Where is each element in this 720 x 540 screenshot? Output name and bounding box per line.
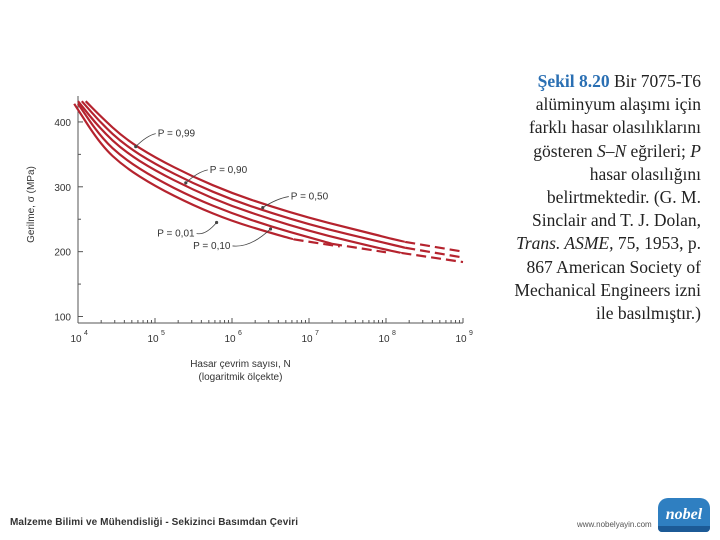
website-link[interactable]: www.nobelyayin.com [577,520,652,529]
y-tick-label: 200 [54,248,71,259]
sn-curve [80,100,406,249]
annotation-leader [185,169,208,184]
x-tick-exponent: 4 [84,330,88,337]
sn-curve [84,100,407,244]
sn-curve-extrapolated [293,238,340,248]
chart-labels: P = 0,99 P = 0,90 P = 0,50 P = 0,01 P = 0,10 [134,129,329,252]
sn-curve-extrapolated [405,240,464,253]
caption-p: P [690,140,701,161]
annotation-leader [262,196,289,208]
sn-curve [77,103,333,245]
annotation-label: P = 0,10 [193,241,231,252]
annotation-arrowhead [215,220,219,225]
x-axis-subtitle: (logaritmik ölçekte) [199,372,283,383]
x-tick-label: 10 [301,334,313,345]
caption-text-3: hasar olasılığını belirtmektedir. (G. M.… [532,163,701,231]
y-tick-label: 100 [54,313,71,324]
x-tick-label: 10 [224,334,236,345]
x-tick-exponent: 7 [315,330,319,337]
x-tick-label: 10 [378,334,390,345]
x-tick-label: 10 [70,334,82,345]
logo-text: nobel [665,506,703,523]
caption-text-1: Bir 7075-T6 alüminyum alaşımı için farkl… [528,71,701,161]
x-tick-exponent: 6 [238,330,242,337]
caption-sn: S–N [596,140,627,161]
annotation-arrowhead [184,181,188,185]
caption-text-4: 75, 1953, p. 867 American Society of Mec… [514,233,701,324]
annotation-label: P = 0,01 [157,228,195,239]
sn-curve-extrapolated [331,242,387,254]
annotation-leader [196,222,217,235]
figure-caption: Şekil 8.20 Bir 7075-T6 alüminyum alaşımı… [505,70,701,325]
y-tick-label: 300 [54,183,71,194]
x-tick-exponent: 5 [161,330,165,337]
caption-journal: Trans. ASME, [516,233,614,254]
annotation-arrowhead [261,205,265,210]
x-tick-exponent: 8 [392,330,396,337]
annotation-leader [135,133,156,147]
annotation-arrowhead [268,227,273,231]
x-tick-label: 10 [147,334,159,345]
sn-curve-extrapolated [405,246,464,259]
annotation-label: P = 0,50 [291,192,329,203]
chart-series [73,100,464,264]
x-tick-label: 10 [455,334,467,345]
x-tick-exponent: 9 [469,330,473,337]
annotation-label: P = 0,90 [210,165,248,176]
nobel-logo: nobel [658,498,710,532]
sn-curve [77,100,403,255]
y-axis-title: Gerilme, σ (MPa) [26,166,37,243]
annotation-label: P = 0,99 [158,129,196,140]
figure-label: Şekil 8.20 [537,71,610,91]
x-axis-title: Hasar çevrim sayısı, N [190,359,291,370]
annotation-arrowhead [134,144,138,149]
caption-text-2: eğrileri; [626,140,691,161]
book-title: Malzeme Bilimi ve Mühendisliği - Sekizin… [10,517,299,528]
sn-curve [73,103,295,241]
y-tick-label: 400 [54,118,71,129]
sn-curve-extrapolated [401,251,464,264]
annotation-leader [232,228,271,247]
